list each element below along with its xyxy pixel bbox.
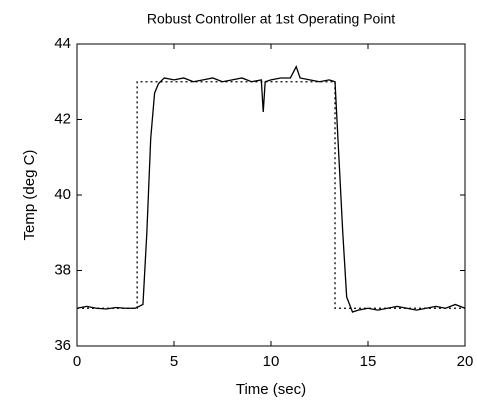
x-axis-label: Time (sec) [236,381,306,398]
y-tick-label: 36 [54,337,71,354]
y-tick-label: 38 [54,261,71,278]
x-tick-label: 10 [263,353,280,370]
chart-title: Robust Controller at 1st Operating Point [147,11,395,27]
series-line [76,64,466,313]
plot-frame [76,43,466,347]
y-axis-label: Temp (deg C) [21,150,38,241]
y-tick-label: 40 [54,186,71,203]
x-tick-label: 15 [360,353,377,370]
x-tick-label: 20 [457,353,474,370]
y-tick-label: 42 [54,110,71,127]
x-tick-label: 5 [170,353,178,370]
y-tick-label: 44 [54,35,71,52]
x-tick-label: 0 [73,353,81,370]
series-line [77,81,465,309]
